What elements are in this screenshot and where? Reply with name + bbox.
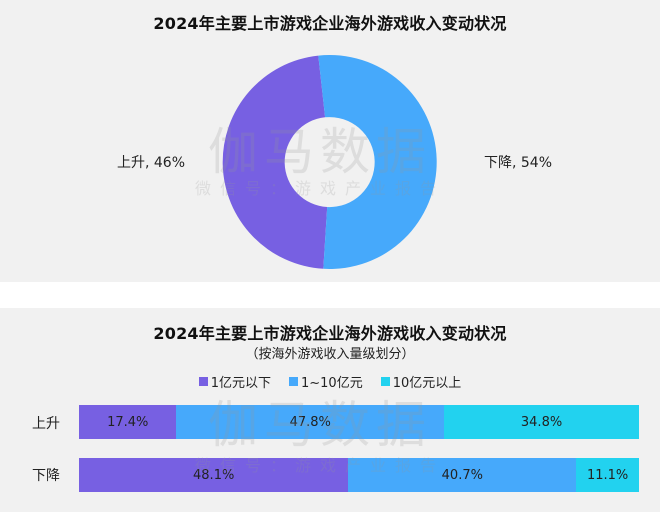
bar-segment-over-1b: 34.8% — [444, 405, 639, 439]
legend-swatch-blue — [289, 377, 298, 386]
bar-segment-100m-1b: 47.8% — [176, 405, 445, 439]
donut-label-down: 下降, 54% — [484, 155, 553, 171]
bar-row-down: 48.1% 40.7% 11.1% — [79, 458, 639, 492]
bar-segment-over-1b: 11.1% — [576, 458, 639, 492]
bar-segment-under-100m: 48.1% — [79, 458, 349, 492]
bar-chart-title: 2024年主要上市游戏企业海外游戏收入变动状况 — [153, 324, 507, 343]
donut-label-up: 上升, 46% — [117, 155, 186, 171]
donut-slice-down — [318, 54, 437, 269]
legend-label: 10亿元以上 — [392, 376, 462, 391]
bar-chart-subtitle: （按海外游戏收入量级划分） — [245, 347, 415, 362]
donut-chart-panel: 2024年主要上市游戏企业海外游戏收入变动状况 上升, 46% 下降, 54% … — [0, 0, 660, 282]
donut-chart-title: 2024年主要上市游戏企业海外游戏收入变动状况 — [153, 14, 507, 33]
legend-item-under-100m: 1亿元以下 — [198, 372, 271, 391]
legend-label: 1~10亿元 — [301, 376, 363, 391]
legend-label: 1亿元以下 — [210, 376, 271, 391]
bar-chart-legend: 1亿元以下 1~10亿元 10亿元以上 — [0, 372, 660, 391]
legend-swatch-cyan — [380, 377, 390, 386]
legend-item-over-1b: 10亿元以上 — [380, 372, 462, 391]
bar-row-label-down: 下降 — [32, 468, 60, 484]
bar-segment-100m-1b: 40.7% — [348, 458, 577, 492]
donut-slice-up — [222, 55, 328, 269]
donut-chart — [222, 54, 437, 269]
bar-row-label-up: 上升 — [32, 416, 60, 432]
legend-item-100m-1b: 1~10亿元 — [289, 372, 363, 391]
bar-row-up: 17.4% 47.8% 34.8% — [79, 405, 639, 439]
legend-swatch-purple — [198, 377, 208, 386]
bar-segment-under-100m: 17.4% — [79, 405, 177, 439]
